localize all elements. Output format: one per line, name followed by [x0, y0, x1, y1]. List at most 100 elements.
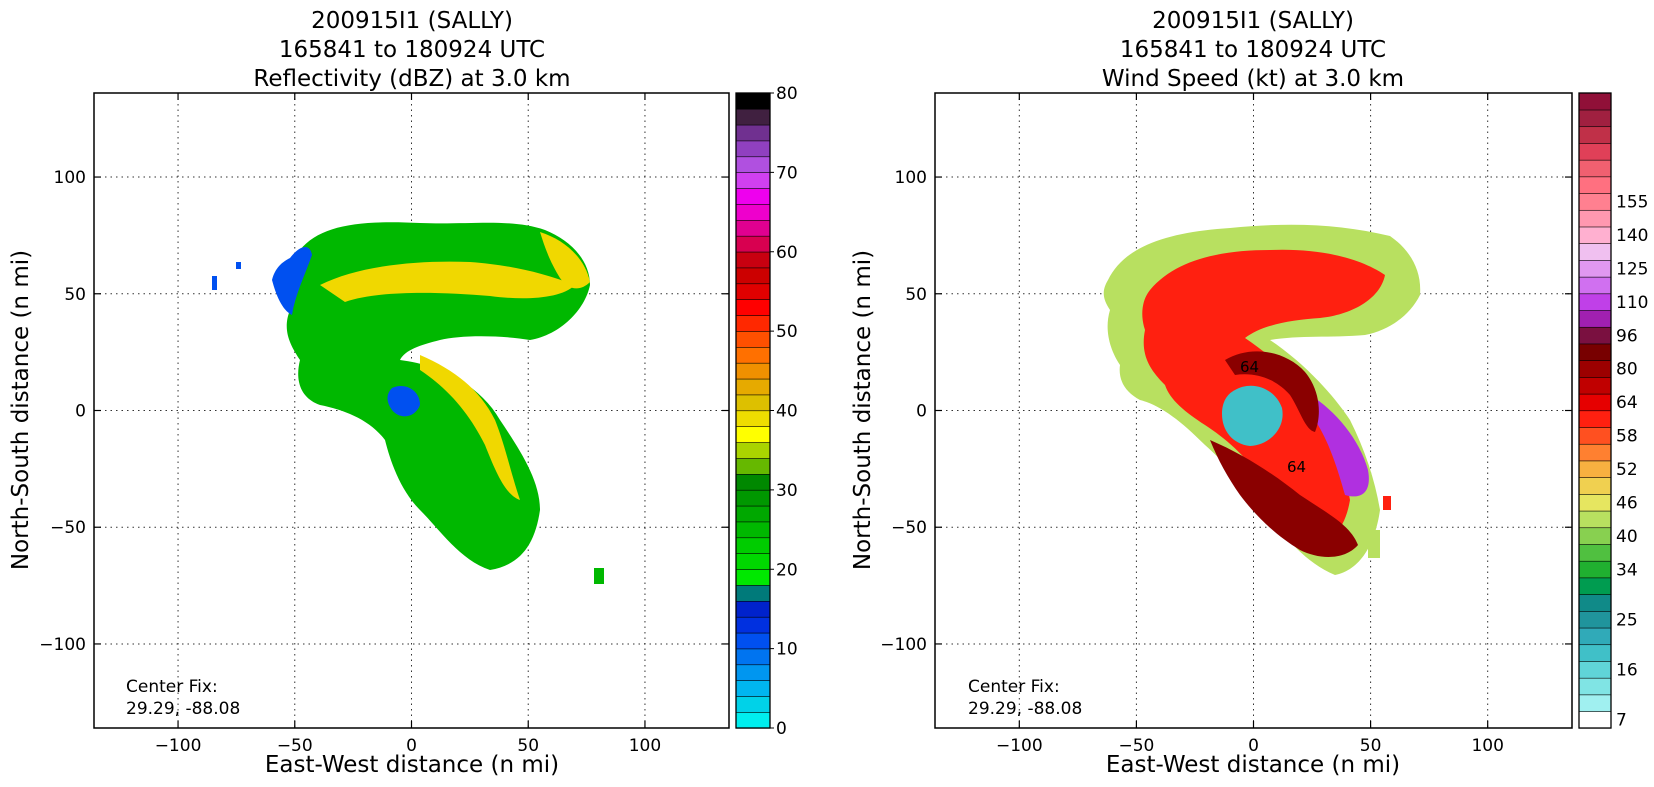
right-field-arc — [1225, 351, 1319, 432]
right-x-axis-label: East-West distance (n mi) — [1106, 752, 1400, 778]
right-title-line-2: 165841 to 180924 UTC — [1120, 37, 1386, 63]
left-colorbar-bin-35 — [735, 156, 771, 173]
right-wind-speed-field: 64 64 — [1103, 224, 1421, 575]
left-colorbar-bin-22 — [735, 362, 771, 380]
left-colorbar-bin-39 — [735, 92, 771, 110]
right-colorbar-label-9: 80 — [1616, 360, 1638, 380]
right-grid — [935, 93, 1572, 728]
right-colorbar-bin-5 — [1578, 627, 1612, 646]
left-colorbar-label-6: 60 — [776, 243, 798, 263]
left-colorbar-bin-6 — [735, 616, 771, 634]
right-colorbar-bin-23 — [1578, 326, 1612, 345]
left-colorbar-bin-13 — [735, 505, 771, 523]
right-ytick-label-4: 100 — [895, 168, 927, 188]
right-colorbar-bin-21 — [1578, 360, 1612, 378]
left-colorbar-bin-2 — [735, 680, 771, 697]
left-field-band — [320, 261, 575, 302]
right-colorbar-label-12: 125 — [1616, 259, 1648, 279]
left-xtick-label-2: 0 — [406, 736, 417, 756]
right-colorbar-bin-13 — [1578, 493, 1612, 512]
right-contour-label-1: 64 — [1240, 358, 1259, 376]
left-colorbar-bin-20 — [735, 394, 771, 412]
right-colorbar-label-6: 52 — [1616, 460, 1638, 480]
right-colorbar-bin-0 — [1578, 710, 1612, 729]
right-colorbar-bin-27 — [1578, 259, 1612, 278]
right-colorbar-bin-2 — [1578, 677, 1612, 696]
left-colorbar-bin-1 — [735, 695, 771, 713]
right-colorbar-bin-26 — [1578, 276, 1612, 295]
right-colorbar-label-8: 64 — [1616, 393, 1638, 413]
right-colorbar-label-0: 7 — [1616, 711, 1627, 731]
left-colorbar-label-2: 20 — [776, 560, 798, 580]
right-colorbar-bin-15 — [1578, 460, 1612, 478]
right-colorbar-frame — [1578, 92, 1612, 729]
left-x-axis-label: East-West distance (n mi) — [265, 752, 559, 778]
left-field-band-2 — [420, 355, 520, 500]
left-field-speck-3 — [594, 568, 604, 584]
left-colorbar: 0 10 20 30 40 50 60 70 80 — [735, 84, 798, 739]
left-colorbar-label-4: 40 — [776, 402, 798, 422]
right-axis-ticks: −100 −50 0 50 100 −100 −50 0 50 100 — [880, 93, 1572, 756]
left-colorbar-bin-15 — [735, 473, 771, 491]
left-colorbar-bin-36 — [735, 140, 771, 158]
right-colorbar-bin-6 — [1578, 610, 1612, 629]
left-colorbar-bin-4 — [735, 648, 771, 666]
right-panel: 200915I1 (SALLY) 165841 to 180924 UTC Wi… — [850, 8, 1648, 778]
left-colorbar-label-1: 10 — [776, 640, 798, 660]
right-ytick-label-1: −50 — [891, 518, 927, 538]
left-colorbar-bin-21 — [735, 378, 771, 396]
right-colorbar-bin-8 — [1578, 577, 1612, 595]
left-colorbar-bin-3 — [735, 664, 771, 681]
left-colorbar-bin-9 — [735, 568, 771, 586]
left-colorbar-bin-8 — [735, 584, 771, 602]
right-field-darkred — [1210, 440, 1358, 557]
right-colorbar-bin-10 — [1578, 543, 1612, 562]
left-colorbar-bin-11 — [735, 537, 771, 554]
right-colorbar-label-13: 140 — [1616, 226, 1648, 246]
right-ytick-label-2: 0 — [916, 402, 927, 422]
left-colorbar-bin-16 — [735, 457, 771, 475]
left-colorbar-label-5: 50 — [776, 322, 798, 342]
right-colorbar-bin-22 — [1578, 343, 1612, 361]
left-xtick-label-0: −100 — [155, 736, 202, 756]
left-colorbar-label-0: 0 — [776, 719, 787, 739]
left-colorbar-bin-37 — [735, 124, 771, 142]
right-colorbar-bin-25 — [1578, 293, 1612, 311]
left-colorbar-bin-10 — [735, 553, 771, 570]
left-colorbar-bin-33 — [735, 187, 771, 205]
right-colorbar-bin-9 — [1578, 560, 1612, 579]
left-colorbar-label-8: 80 — [776, 84, 798, 104]
right-xtick-label-4: 100 — [1471, 736, 1503, 756]
right-colorbar-bin-11 — [1578, 527, 1612, 545]
right-field-speck-2 — [1368, 530, 1380, 558]
left-field-inner — [540, 232, 590, 289]
right-colorbar-bin-7 — [1578, 594, 1612, 612]
right-colorbar-bin-3 — [1578, 660, 1612, 679]
right-y-axis-label: North-South distance (n mi) — [850, 250, 876, 570]
right-field-purple — [1309, 395, 1369, 497]
left-colorbar-bin-30 — [735, 235, 771, 253]
right-colorbar-bin-14 — [1578, 477, 1612, 495]
left-colorbar-bin-17 — [735, 441, 771, 459]
left-colorbar-bin-28 — [735, 267, 771, 285]
right-center-fix-coords: 29.29, -88.08 — [968, 699, 1082, 719]
left-ytick-label-0: −100 — [39, 635, 86, 655]
left-xtick-label-4: 100 — [629, 736, 661, 756]
left-ytick-label-2: 0 — [75, 402, 86, 422]
right-xtick-label-2: 0 — [1248, 736, 1259, 756]
right-contour-label-2: 64 — [1287, 458, 1306, 476]
left-colorbar-bin-31 — [735, 219, 771, 237]
right-colorbar-bin-35 — [1578, 126, 1612, 144]
right-colorbar-bin-37 — [1578, 92, 1612, 111]
left-grid — [94, 93, 729, 728]
right-colorbar-bin-30 — [1578, 209, 1612, 228]
right-title-line-1: 200915I1 (SALLY) — [1152, 8, 1354, 34]
left-colorbar-bin-12 — [735, 521, 771, 539]
right-colorbar-bin-33 — [1578, 159, 1612, 178]
right-xtick-label-0: −100 — [996, 736, 1043, 756]
right-colorbar-label-7: 58 — [1616, 427, 1638, 447]
left-colorbar-bin-14 — [735, 489, 771, 507]
left-title-line-1: 200915I1 (SALLY) — [311, 8, 513, 34]
left-colorbar-bin-7 — [735, 600, 771, 618]
left-field-speck-2 — [236, 262, 241, 269]
